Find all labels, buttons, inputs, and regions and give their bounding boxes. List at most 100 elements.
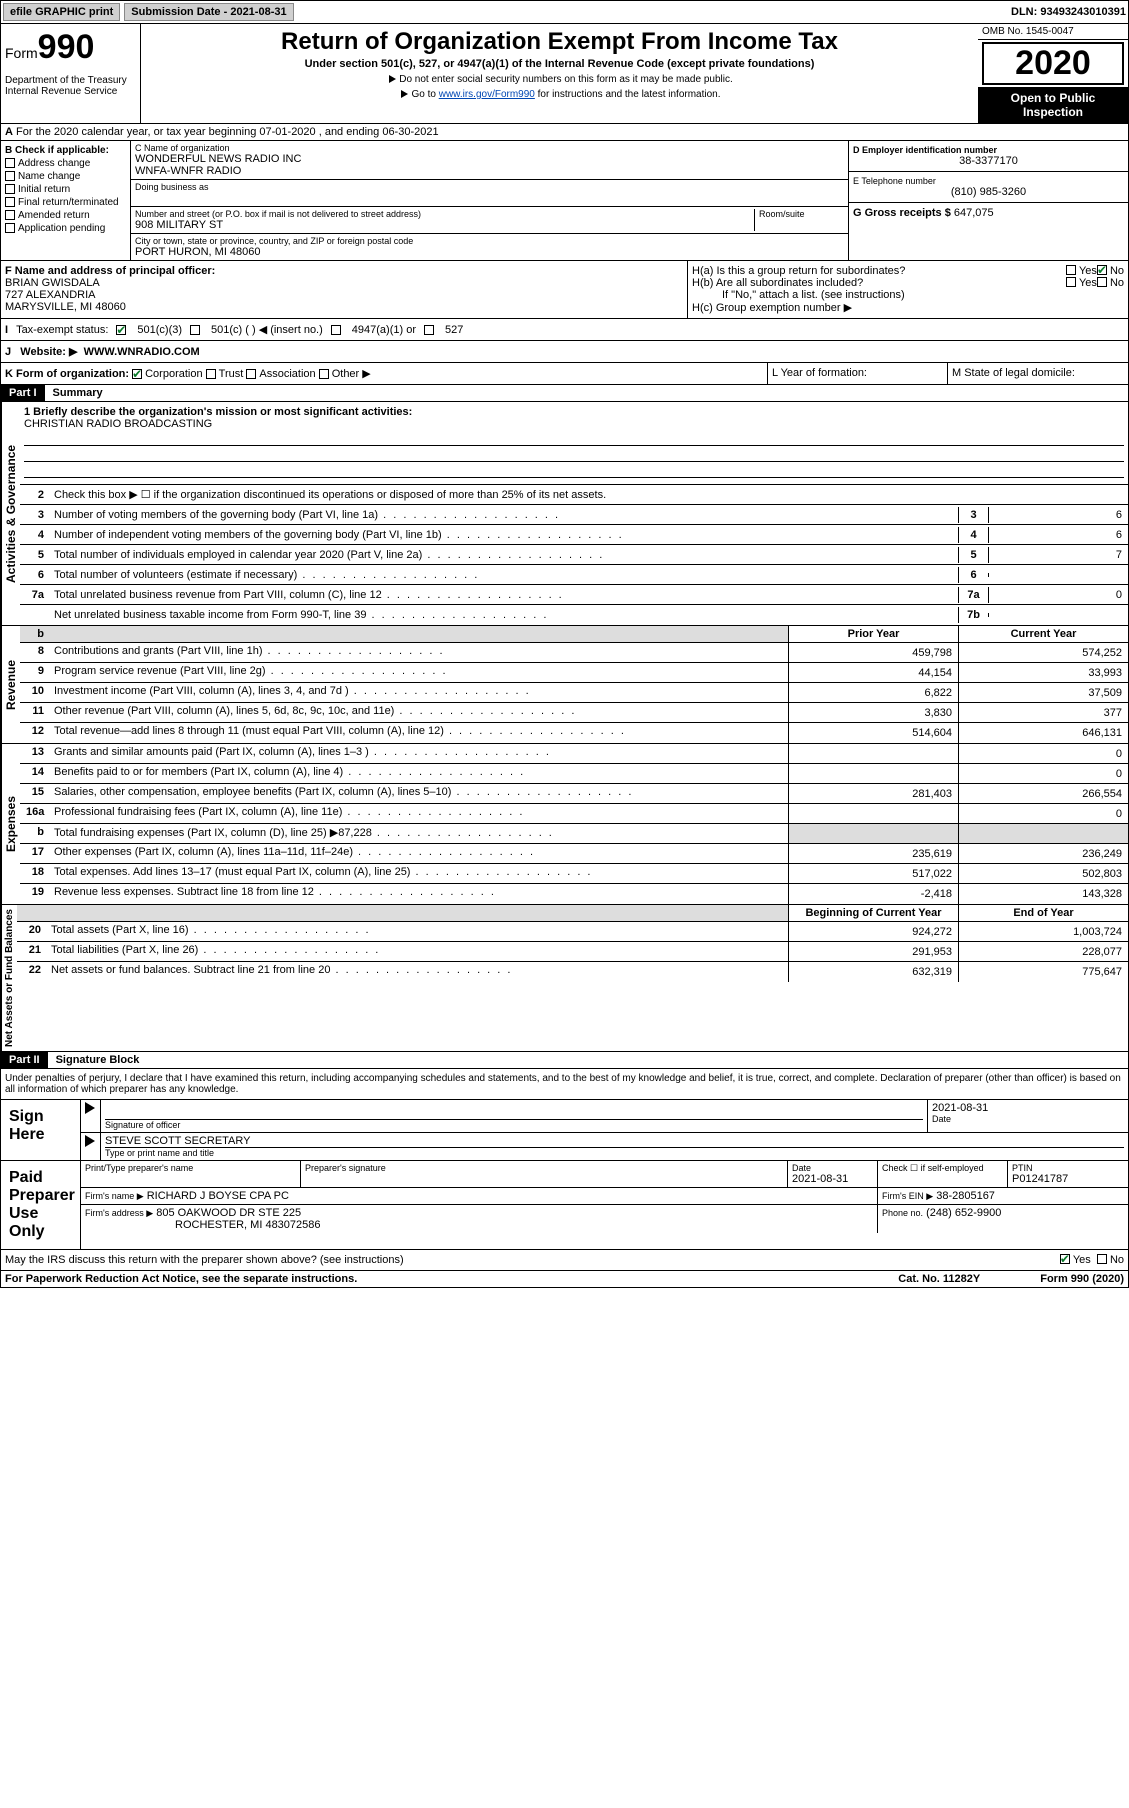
ein-label: D Employer identification number	[853, 145, 1124, 155]
chk-trust[interactable]	[206, 369, 216, 379]
website-label: Website: ▶	[20, 346, 77, 358]
line-1-mission: 1 Briefly describe the organization's mi…	[20, 402, 1128, 485]
current-year-header: Current Year	[958, 626, 1128, 642]
omb-number: OMB No. 1545-0047	[978, 24, 1128, 40]
section-deg: D Employer identification number 38-3377…	[848, 141, 1128, 260]
line-b: bTotal fundraising expenses (Part IX, co…	[20, 824, 1128, 844]
firm-name-label: Firm's name ▶	[85, 1191, 144, 1201]
dln-label: DLN:	[1011, 6, 1040, 18]
line-8: 8Contributions and grants (Part VIII, li…	[20, 643, 1128, 663]
footer-row: For Paperwork Reduction Act Notice, see …	[0, 1271, 1129, 1288]
check-name-change[interactable]: Name change	[5, 171, 126, 182]
firm-addr-label: Firm's address ▶	[85, 1208, 153, 1218]
chk-527[interactable]	[424, 325, 434, 335]
line-19: 19Revenue less expenses. Subtract line 1…	[20, 884, 1128, 904]
city-value: PORT HURON, MI 48060	[135, 246, 844, 258]
efile-print-button[interactable]: efile GRAPHIC print	[3, 3, 120, 21]
net-assets-block: Net Assets or Fund Balances Beginning of…	[0, 905, 1129, 1052]
officer-printed-name: STEVE SCOTT SECRETARY	[105, 1135, 1124, 1148]
section-k: K Form of organization: Corporation Trus…	[0, 363, 1129, 385]
prep-date-label: Date	[792, 1163, 873, 1173]
chk-other[interactable]	[319, 369, 329, 379]
sign-here-label: Sign Here	[1, 1100, 81, 1160]
top-bar: efile GRAPHIC print Submission Date - 20…	[0, 0, 1129, 24]
firm-addr2: ROCHESTER, MI 483072586	[175, 1219, 321, 1231]
ha-yes[interactable]	[1066, 265, 1076, 275]
line-13: 13Grants and similar amounts paid (Part …	[20, 744, 1128, 764]
officer-addr2: MARYSVILLE, MI 48060	[5, 301, 126, 313]
gross-receipts-value: 647,075	[954, 207, 994, 219]
form-org-label: K Form of organization:	[5, 368, 129, 380]
hb-yes[interactable]	[1066, 277, 1076, 287]
check-application-pending[interactable]: Application pending	[5, 223, 126, 234]
room-label: Room/suite	[759, 209, 844, 219]
check-initial-return[interactable]: Initial return	[5, 184, 126, 195]
section-f: F Name and address of principal officer:…	[1, 261, 688, 318]
net-header-row: Beginning of Current Year End of Year	[17, 905, 1128, 922]
signature-block: Under penalties of perjury, I declare th…	[0, 1069, 1129, 1271]
submission-date-label: Submission Date -	[131, 6, 230, 18]
summary-line-3: 3Number of voting members of the governi…	[20, 505, 1128, 525]
submission-date-box: Submission Date - 2021-08-31	[124, 3, 293, 21]
discuss-row: May the IRS discuss this return with the…	[1, 1249, 1128, 1270]
section-f-h: F Name and address of principal officer:…	[0, 261, 1129, 319]
ha-no[interactable]	[1097, 265, 1107, 275]
firm-name-value: RICHARD J BOYSE CPA PC	[147, 1190, 289, 1202]
line-20: 20Total assets (Part X, line 16)924,2721…	[17, 922, 1128, 942]
cat-number: Cat. No. 11282Y	[898, 1273, 980, 1285]
chk-501c3[interactable]	[116, 325, 126, 335]
check-final-return[interactable]: Final return/terminated	[5, 197, 126, 208]
form-word: Form	[5, 45, 38, 61]
chk-association[interactable]	[246, 369, 256, 379]
hb-no[interactable]	[1097, 277, 1107, 287]
chk-corporation[interactable]	[132, 369, 142, 379]
check-address-change[interactable]: Address change	[5, 158, 126, 169]
side-label-ag: Activities & Governance	[1, 402, 20, 625]
form-num: 990	[38, 28, 95, 66]
form-title: Return of Organization Exempt From Incom…	[149, 28, 970, 56]
address-value: 908 MILITARY ST	[135, 219, 754, 231]
side-label-net: Net Assets or Fund Balances	[1, 905, 17, 1051]
chk-4947[interactable]	[331, 325, 341, 335]
form-subtitle: Under section 501(c), 527, or 4947(a)(1)…	[149, 58, 970, 70]
officer-label: F Name and address of principal officer:	[5, 265, 215, 277]
line-18: 18Total expenses. Add lines 13–17 (must …	[20, 864, 1128, 884]
prep-phone-label: Phone no.	[882, 1208, 923, 1218]
summary-line-4: 4Number of independent voting members of…	[20, 525, 1128, 545]
irs-link[interactable]: www.irs.gov/Form990	[439, 89, 535, 100]
h-a-label: H(a) Is this a group return for subordin…	[692, 265, 1066, 277]
line-17: 17Other expenses (Part IX, column (A), l…	[20, 844, 1128, 864]
discuss-yes[interactable]	[1060, 1254, 1070, 1264]
chk-501c[interactable]	[190, 325, 200, 335]
prep-date-value: 2021-08-31	[792, 1173, 873, 1185]
prep-phone-value: (248) 652-9900	[926, 1207, 1001, 1219]
side-label-revenue: Revenue	[1, 626, 20, 743]
state-domicile-label: M State of legal domicile:	[948, 363, 1128, 384]
prior-year-header: Prior Year	[788, 626, 958, 642]
website-value: WWW.WNRADIO.COM	[84, 346, 200, 358]
line-21: 21Total liabilities (Part X, line 26)291…	[17, 942, 1128, 962]
department-label: Department of the Treasury Internal Reve…	[1, 71, 140, 101]
section-c: C Name of organization WONDERFUL NEWS RA…	[131, 141, 848, 260]
prep-name-label: Print/Type preparer's name	[85, 1163, 296, 1173]
discuss-no[interactable]	[1097, 1254, 1107, 1264]
part-2-header: Part II Signature Block	[0, 1052, 1129, 1069]
part-1-header: Part I Summary	[0, 385, 1129, 402]
tax-year: 2020	[984, 44, 1122, 83]
tax-status-label: Tax-exempt status:	[16, 324, 108, 336]
sig-date-label: Date	[932, 1114, 1124, 1124]
check-amended-return[interactable]: Amended return	[5, 210, 126, 221]
boy-header: Beginning of Current Year	[788, 905, 958, 921]
summary-line-7b: Net unrelated business taxable income fr…	[20, 605, 1128, 625]
h-c-label: H(c) Group exemption number ▶	[692, 301, 1124, 314]
org-name-1: WONDERFUL NEWS RADIO INC	[135, 153, 844, 165]
activities-governance-block: Activities & Governance 1 Briefly descri…	[0, 402, 1129, 626]
side-label-expenses: Expenses	[1, 744, 20, 904]
form-footer-label: Form 990 (2020)	[1040, 1273, 1124, 1285]
self-employed-check[interactable]: Check ☐ if self-employed	[882, 1163, 1003, 1174]
part-2-title: Signature Block	[48, 1052, 148, 1068]
line-14: 14Benefits paid to or for members (Part …	[20, 764, 1128, 784]
discuss-label: May the IRS discuss this return with the…	[5, 1254, 1060, 1266]
firm-ein-value: 38-2805167	[936, 1190, 995, 1202]
form-number: Form990	[1, 24, 140, 71]
